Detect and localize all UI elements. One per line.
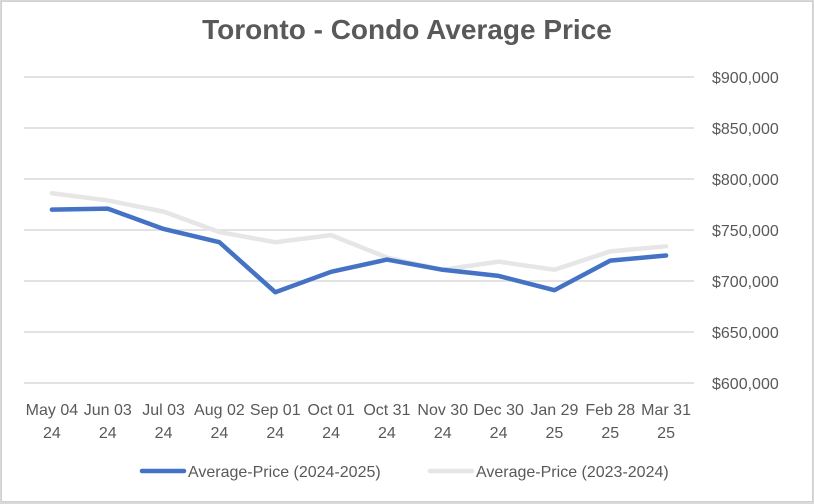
chart-title: Toronto - Condo Average Price — [202, 14, 612, 45]
x-tick-label-year: 24 — [266, 425, 284, 442]
x-tick-label: Oct 01 — [308, 402, 355, 419]
x-tick-label: Oct 31 — [363, 402, 410, 419]
legend-label: Average-Price (2023-2024) — [476, 464, 669, 481]
x-tick-label-year: 24 — [322, 425, 340, 442]
x-tick-label: Nov 30 — [417, 402, 468, 419]
series-line — [49, 191, 669, 273]
y-tick-label: $650,000 — [712, 325, 779, 342]
x-tick-label-year: 24 — [155, 425, 173, 442]
x-tick-label-year: 24 — [434, 425, 452, 442]
x-tick-label: Jun 03 — [84, 402, 132, 419]
x-tick-label: Aug 02 — [194, 402, 245, 419]
y-tick-label: $750,000 — [712, 223, 779, 240]
x-tick-label-year: 25 — [601, 425, 619, 442]
x-tick-label: May 04 — [26, 402, 79, 419]
x-tick-label-year: 24 — [211, 425, 229, 442]
x-tick-label: Dec 30 — [473, 402, 524, 419]
x-tick-label: Mar 31 — [641, 402, 691, 419]
x-tick-label: Jul 03 — [142, 402, 185, 419]
series-line — [49, 206, 669, 295]
y-tick-label: $600,000 — [712, 376, 779, 393]
x-tick-label-year: 24 — [43, 425, 61, 442]
x-tick-label: Feb 28 — [585, 402, 635, 419]
x-tick-label-year: 25 — [657, 425, 675, 442]
legend-label: Average-Price (2024-2025) — [188, 464, 381, 481]
x-tick-label-year: 25 — [546, 425, 564, 442]
x-tick-label: Jan 29 — [530, 402, 578, 419]
x-tick-label: Sep 01 — [250, 402, 301, 419]
y-tick-label: $800,000 — [712, 172, 779, 189]
x-tick-label-year: 24 — [99, 425, 117, 442]
y-tick-label: $700,000 — [712, 274, 779, 291]
y-tick-label: $850,000 — [712, 121, 779, 138]
y-tick-label: $900,000 — [712, 70, 779, 87]
x-tick-label-year: 24 — [490, 425, 508, 442]
x-tick-label-year: 24 — [378, 425, 396, 442]
